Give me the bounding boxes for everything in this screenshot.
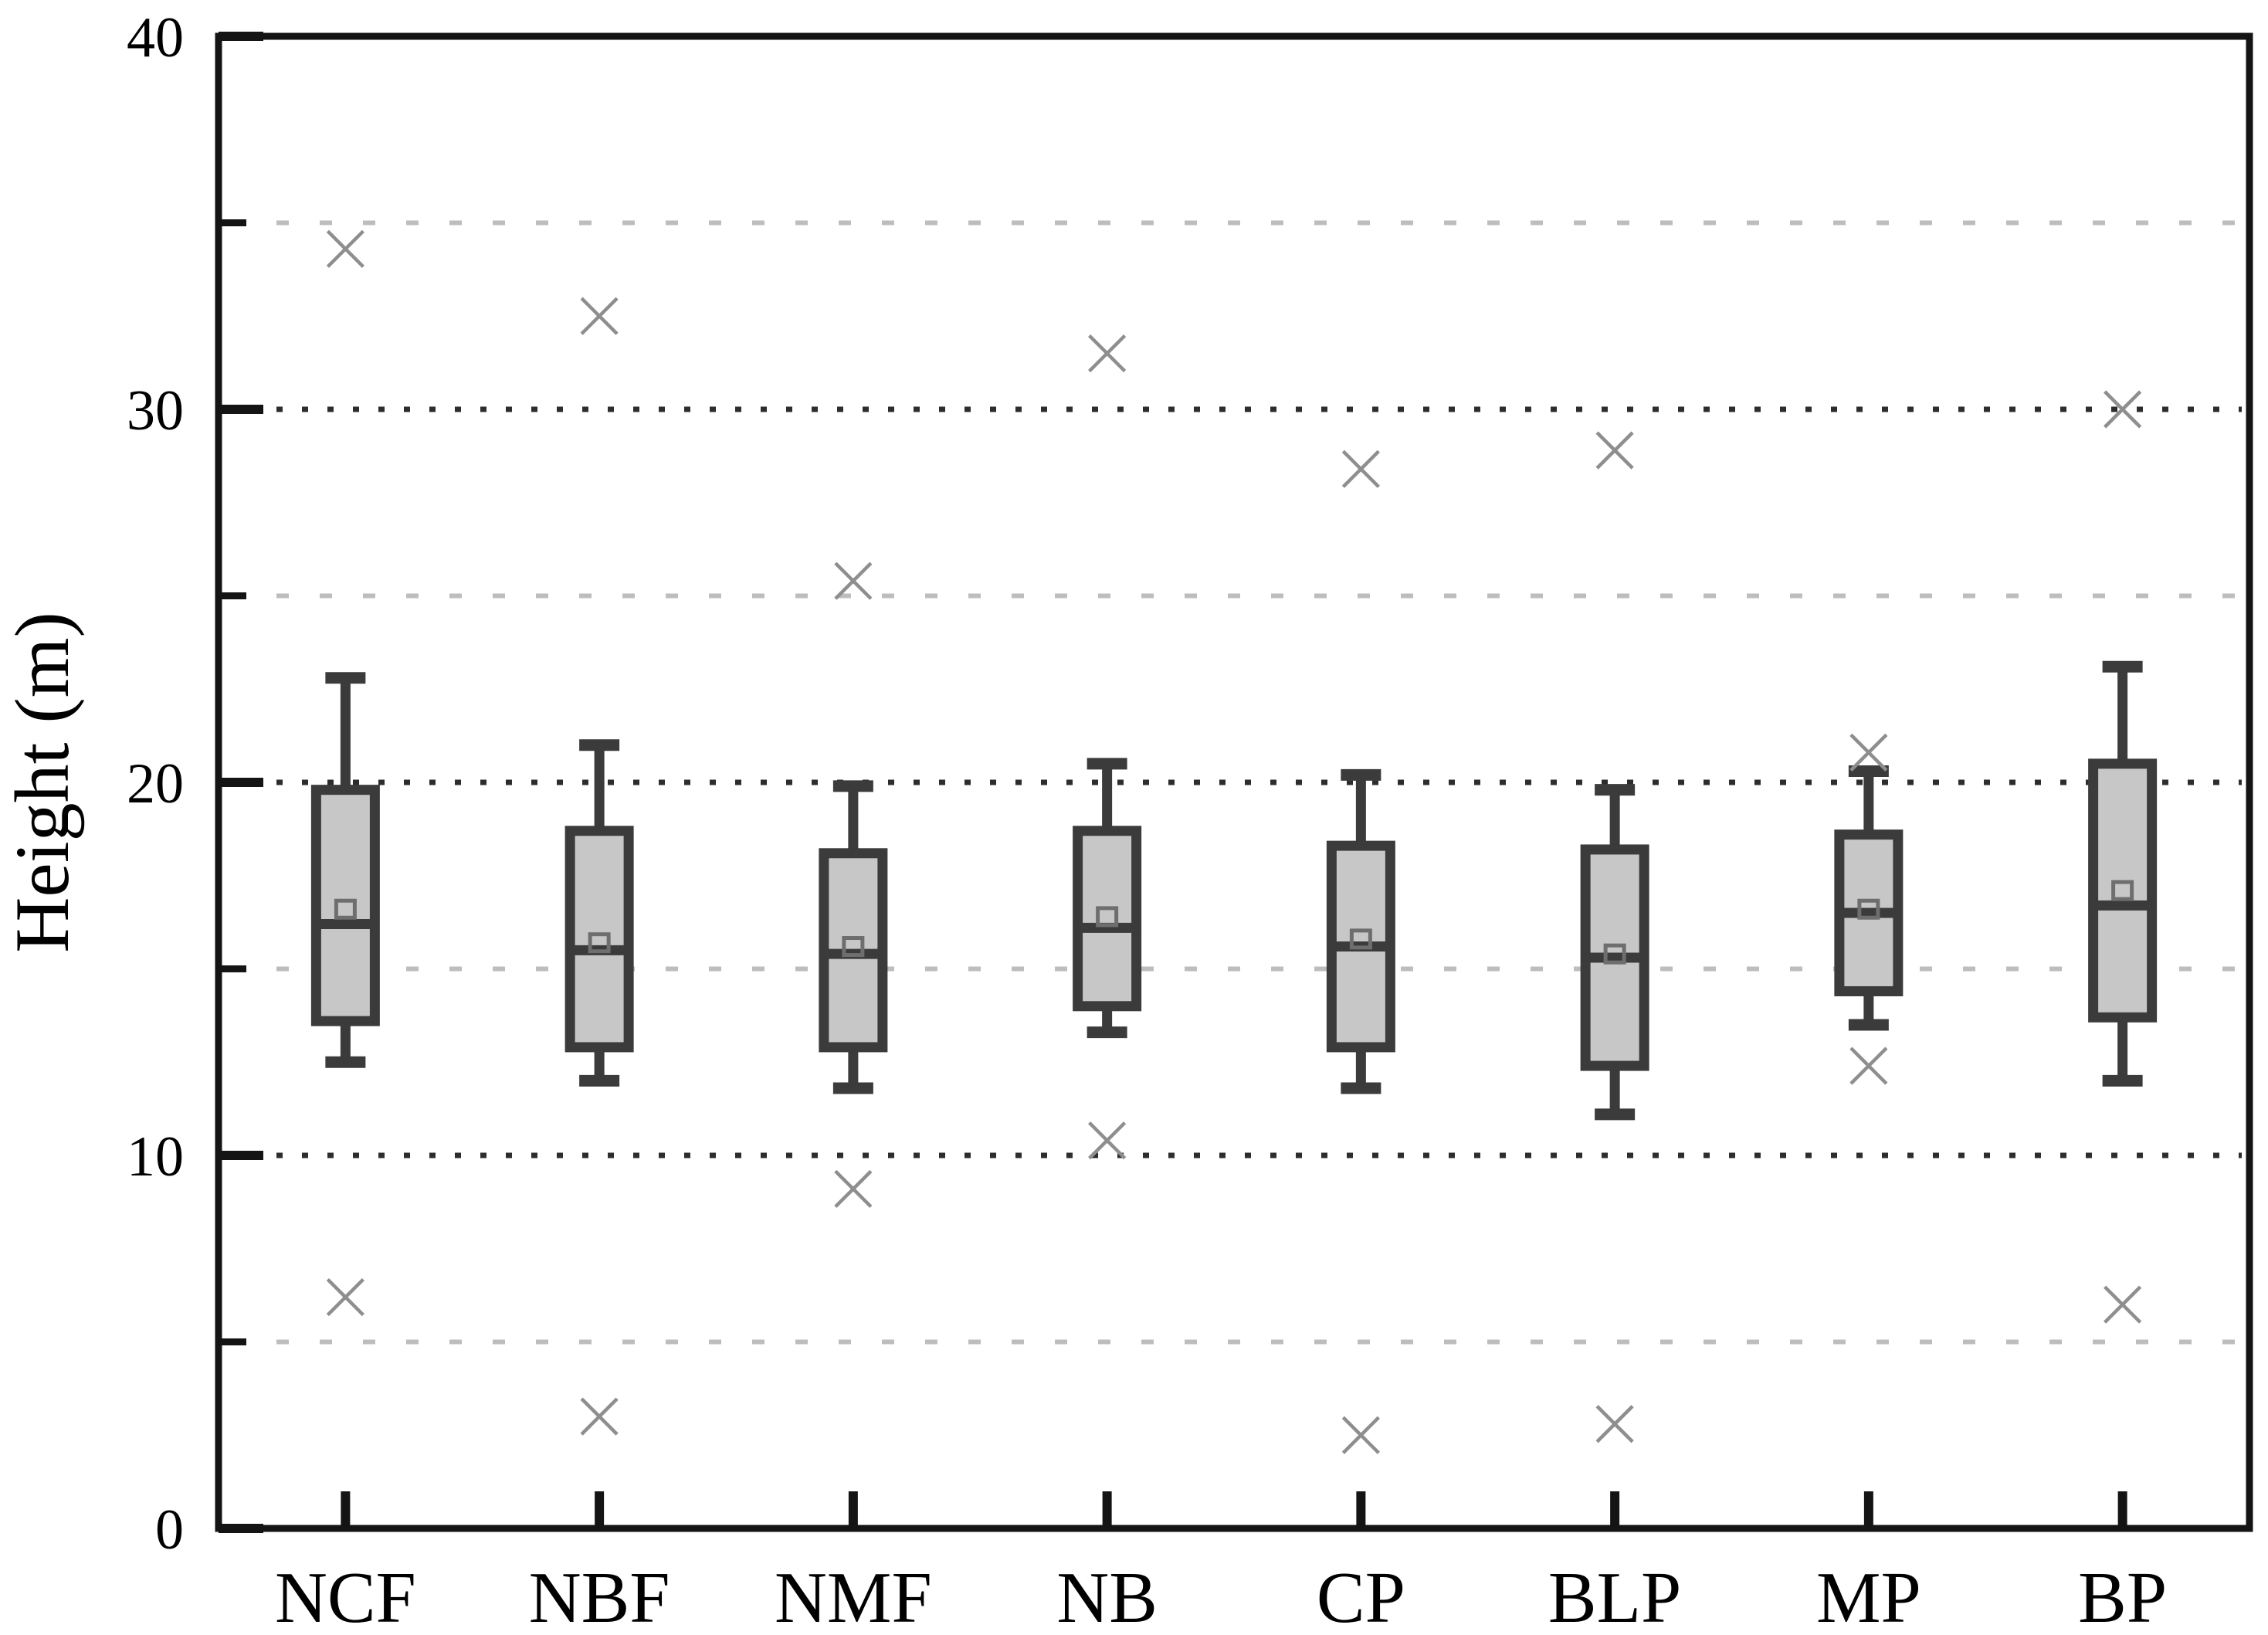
- outlier-x-icon: [326, 1277, 364, 1317]
- y-tick-label-40: 40: [127, 6, 184, 70]
- outlier-x-icon: [1595, 431, 1634, 470]
- y-tick-label-0: 0: [155, 1498, 184, 1562]
- x-category-label-BP: BP: [2078, 1558, 2167, 1635]
- box-series-layer: [310, 229, 2158, 1454]
- x-category-label-NMF: NMF: [775, 1558, 932, 1635]
- iqr-box: [1073, 826, 1142, 1012]
- mean-square-icon: [1096, 906, 1119, 928]
- outlier-stroke: [2104, 1285, 2142, 1324]
- outlier-stroke: [1849, 1046, 1888, 1085]
- box-group-NBF: [564, 297, 634, 1436]
- outlier-x-icon: [1595, 1405, 1634, 1443]
- x-category-label-NCF: NCF: [275, 1558, 416, 1635]
- y-tick-label-20: 20: [127, 752, 184, 816]
- outlier-x-icon: [1341, 449, 1380, 488]
- iqr-box: [310, 785, 380, 1026]
- outlier-stroke: [1341, 449, 1380, 488]
- outlier-x-icon: [326, 229, 364, 268]
- outlier-x-icon: [1088, 1121, 1127, 1160]
- outlier-stroke: [1088, 1121, 1127, 1160]
- mean-square-icon: [2111, 880, 2134, 901]
- outlier-stroke: [1595, 1405, 1634, 1443]
- box-group-BLP: [1580, 431, 1649, 1443]
- plot-border: [215, 32, 2253, 1532]
- outlier-stroke: [1088, 334, 1127, 373]
- outlier-stroke: [580, 297, 619, 335]
- x-category-label-CP: CP: [1317, 1558, 1405, 1635]
- outlier-x-icon: [580, 297, 619, 335]
- x-category-label-NBF: NBF: [529, 1558, 670, 1635]
- box-group-NMF: [819, 561, 888, 1209]
- axis-labels-layer: 0 10 20 30 40 NCF NBF NMF NB CP BLP MP BP: [127, 6, 2167, 1635]
- box-group-MP: [1834, 733, 1904, 1085]
- outlier-x-icon: [2104, 390, 2142, 429]
- box-group-NB: [1073, 334, 1142, 1160]
- outlier-stroke: [1341, 1416, 1380, 1454]
- outlier-x-icon: [1849, 733, 1888, 772]
- outlier-stroke: [326, 1277, 364, 1317]
- mean-square-icon: [334, 898, 357, 920]
- iqr-box: [2088, 758, 2158, 1023]
- mean-square-icon: [1349, 928, 1372, 950]
- outlier-stroke: [2104, 390, 2142, 429]
- x-category-label-BLP: BLP: [1548, 1558, 1681, 1635]
- y-tick-label-10: 10: [127, 1125, 184, 1189]
- outlier-stroke: [834, 561, 873, 600]
- outlier-x-icon: [580, 1397, 619, 1436]
- y-tick-label-30: 30: [127, 379, 184, 443]
- outlier-stroke: [1849, 733, 1888, 772]
- mean-square-icon: [1603, 943, 1626, 965]
- box-group-CP: [1326, 449, 1395, 1454]
- outlier-x-icon: [834, 1169, 873, 1209]
- outlier-x-icon: [1849, 1046, 1888, 1085]
- mean-square-icon: [1857, 898, 1880, 920]
- outlier-x-icon: [834, 561, 873, 600]
- outlier-x-icon: [1088, 334, 1127, 373]
- outlier-x-icon: [2104, 1285, 2142, 1324]
- iqr-box: [564, 826, 634, 1053]
- gridlines-layer: [276, 220, 2242, 1345]
- outlier-stroke: [580, 1397, 619, 1436]
- outlier-stroke: [326, 229, 364, 268]
- x-category-label-NB: NB: [1056, 1558, 1158, 1635]
- x-category-label-MP: MP: [1816, 1558, 1921, 1635]
- outlier-x-icon: [1341, 1416, 1380, 1454]
- outlier-stroke: [1595, 431, 1634, 470]
- box-group-BP: [2088, 390, 2158, 1324]
- outlier-stroke: [834, 1169, 873, 1209]
- box-group-NCF: [310, 229, 380, 1317]
- y-axis-title: Height (m): [0, 612, 85, 953]
- mean-square-icon: [842, 936, 865, 958]
- mean-square-icon: [588, 932, 611, 954]
